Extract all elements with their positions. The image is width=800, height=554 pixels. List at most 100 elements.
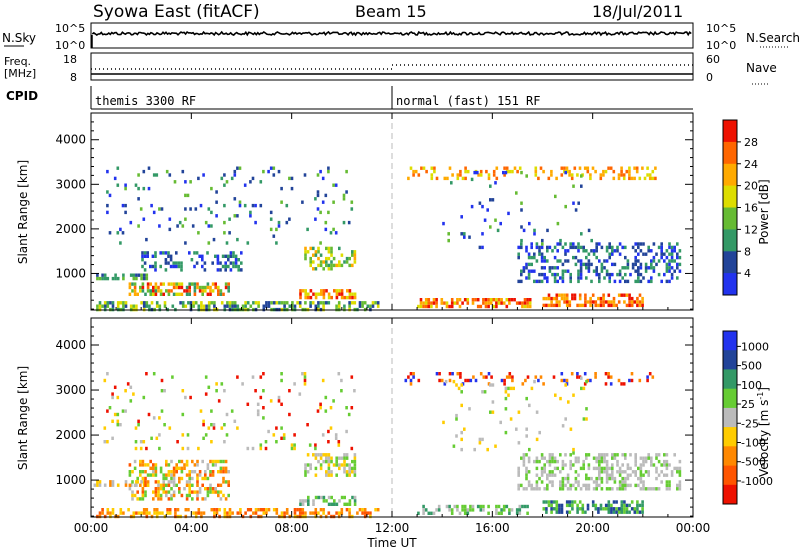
range-cell xyxy=(350,301,354,305)
range-cell xyxy=(116,483,120,487)
range-cell xyxy=(228,217,231,221)
range-cell xyxy=(489,298,493,302)
range-cell xyxy=(525,466,528,471)
range-cell xyxy=(154,487,158,491)
range-cell xyxy=(228,301,232,305)
range-cell xyxy=(147,186,151,191)
range-cell xyxy=(542,382,545,386)
range-cell xyxy=(109,480,112,484)
range-cell xyxy=(623,500,626,504)
range-cell xyxy=(559,276,562,280)
range-cell xyxy=(224,254,227,258)
range-cell xyxy=(618,269,622,273)
range-cell xyxy=(518,508,522,512)
range-cell xyxy=(164,268,168,272)
range-cell xyxy=(621,483,624,488)
range-cell xyxy=(170,289,173,293)
range-cell xyxy=(600,466,604,471)
range-cell xyxy=(236,511,240,515)
range-cell xyxy=(456,173,460,177)
range-cell xyxy=(366,304,370,308)
range-cell xyxy=(657,245,661,250)
range-cell xyxy=(157,480,160,484)
range-cell xyxy=(353,260,357,264)
range-cell xyxy=(121,203,125,208)
range-cell xyxy=(353,463,357,467)
range-cell xyxy=(343,502,346,506)
range-cell xyxy=(652,463,656,467)
range-cell xyxy=(259,180,263,184)
range-cell xyxy=(494,181,497,185)
range-cell xyxy=(342,193,346,198)
range-cell xyxy=(290,186,294,191)
range-cell xyxy=(136,480,139,484)
range-cell xyxy=(621,476,624,481)
range-cell xyxy=(642,483,645,488)
range-cell xyxy=(206,251,209,255)
range-cell xyxy=(145,301,149,305)
range-cell xyxy=(569,272,572,277)
range-cell xyxy=(611,249,614,253)
range-cell xyxy=(154,285,158,290)
range-cell xyxy=(595,476,598,481)
range-cell xyxy=(103,304,107,308)
range-cell xyxy=(137,173,140,177)
range-cell xyxy=(327,295,331,300)
range-cell xyxy=(280,200,283,204)
range-cell xyxy=(453,504,457,509)
range-cell xyxy=(194,301,198,305)
range-cell xyxy=(222,480,225,484)
range-cell xyxy=(647,453,650,457)
range-cell xyxy=(572,201,575,205)
range-cell xyxy=(555,293,559,297)
range-cell xyxy=(257,508,260,512)
range-cell xyxy=(637,272,640,277)
range-cell xyxy=(145,273,149,277)
range-cell xyxy=(473,170,476,175)
range-cell xyxy=(540,473,544,477)
range-cell xyxy=(335,295,339,300)
range-cell xyxy=(641,500,644,504)
range-cell xyxy=(561,487,565,491)
range-cell xyxy=(348,256,351,261)
range-cell xyxy=(217,470,220,474)
range-cell xyxy=(525,473,528,477)
range-cell xyxy=(142,217,146,221)
colorbar-segment xyxy=(723,331,737,351)
range-cell xyxy=(335,292,339,296)
range-cell xyxy=(322,453,325,457)
velocity-y-label: Slant Range [km] xyxy=(16,366,30,470)
range-cell xyxy=(116,419,120,423)
range-cell xyxy=(651,375,655,379)
range-cell xyxy=(576,375,579,379)
range-cell xyxy=(311,301,315,305)
range-cell xyxy=(267,429,270,434)
range-cell xyxy=(513,166,517,170)
range-cell xyxy=(337,443,341,447)
range-cell xyxy=(116,276,120,281)
range-cell xyxy=(553,245,557,250)
range-cell xyxy=(652,259,656,263)
range-cell xyxy=(131,289,134,293)
range-cell xyxy=(654,176,657,181)
range-cell xyxy=(620,507,624,511)
y-tick-label: 1000 xyxy=(55,473,86,487)
range-cell xyxy=(622,382,626,386)
range-cell xyxy=(550,510,553,514)
range-cell xyxy=(603,456,606,460)
range-cell xyxy=(317,453,320,457)
range-cell xyxy=(613,249,617,253)
range-cell xyxy=(180,268,183,272)
range-cell xyxy=(572,447,575,452)
range-cell xyxy=(574,255,578,260)
range-cell xyxy=(158,416,161,420)
range-cell xyxy=(660,480,663,484)
range-cell xyxy=(211,490,215,494)
range-cell xyxy=(607,166,610,170)
range-cell xyxy=(134,440,138,444)
range-cell xyxy=(288,412,291,417)
range-cell xyxy=(450,508,454,512)
range-cell xyxy=(665,466,669,471)
range-cell xyxy=(154,261,157,265)
range-cell xyxy=(139,497,142,501)
